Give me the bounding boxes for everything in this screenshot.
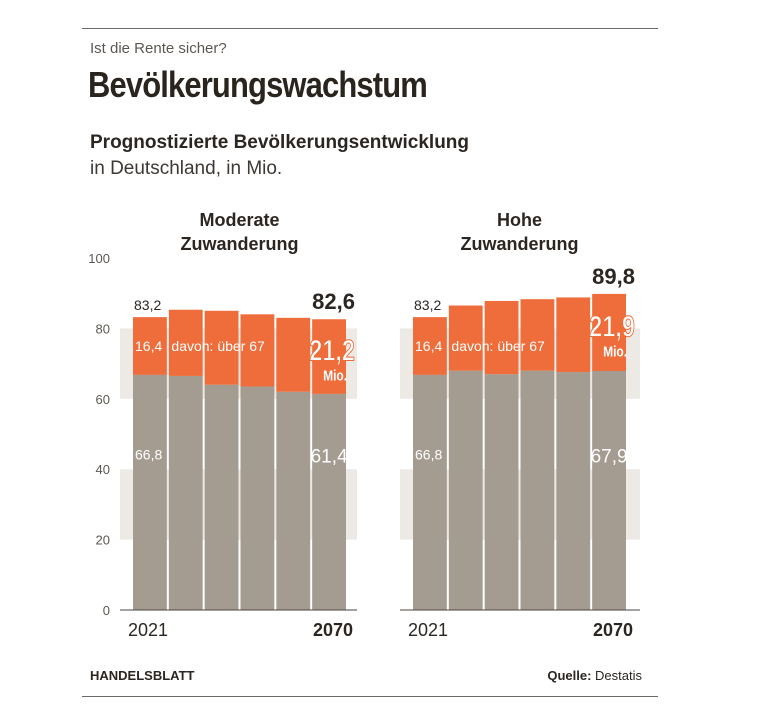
- y-tick-label: 0: [103, 603, 110, 618]
- bar-over-67: [312, 319, 346, 394]
- bar-over-67: [556, 297, 591, 373]
- y-tick-label: 40: [96, 462, 110, 477]
- brand-label: HANDELSBLATT: [90, 668, 195, 683]
- panel-title: Hohe: [497, 210, 542, 230]
- panel-title: Moderate: [199, 210, 279, 230]
- bar-over-67: [240, 314, 275, 387]
- bar-under-67: [312, 393, 346, 610]
- bar-under-67: [204, 384, 239, 610]
- over67-annotation: davon: über 67: [451, 338, 545, 354]
- y-tick-label: 80: [96, 321, 110, 336]
- bottom-rule: [82, 696, 658, 697]
- bar-under-67: [520, 370, 555, 610]
- bar-under-67: [168, 375, 203, 610]
- x-tick-label: 2021: [408, 620, 448, 640]
- over67-label-start: 16,4: [415, 338, 442, 354]
- base-label-start: 66,8: [135, 446, 162, 462]
- bar-over-67: [448, 305, 483, 371]
- total-label-end: 89,8: [592, 264, 635, 289]
- x-tick-label: 2070: [593, 620, 633, 640]
- bar-under-67: [556, 372, 591, 610]
- base-label-start: 66,8: [415, 446, 442, 462]
- chart-subtitle-unit: in Deutschland, in Mio.: [90, 158, 283, 179]
- base-label-end: 67,9: [591, 446, 628, 467]
- bar-under-67: [484, 374, 519, 610]
- x-tick-label: 2021: [128, 620, 168, 640]
- kicker: Ist die Rente sicher?: [90, 40, 227, 57]
- total-label-end: 82,6: [312, 289, 355, 314]
- bar-over-67: [133, 317, 167, 375]
- bar-over-67: [520, 299, 555, 371]
- y-tick-label: 20: [96, 533, 110, 548]
- top-rule: [82, 28, 658, 29]
- y-tick-label: 60: [96, 392, 110, 407]
- bar-over-67: [276, 317, 311, 392]
- over67-label-start: 16,4: [135, 338, 162, 354]
- bar-under-67: [240, 386, 275, 610]
- over67-annotation: davon: über 67: [171, 338, 265, 354]
- source-label: Quelle:: [547, 668, 592, 683]
- bar-over-67: [592, 293, 626, 371]
- over67-label-end: 21,2: [309, 334, 355, 367]
- total-label-start: 83,2: [134, 297, 161, 313]
- bar-over-67: [204, 310, 239, 385]
- panel-title: Zuwanderung: [461, 234, 579, 254]
- bar-over-67: [484, 300, 519, 375]
- chart-title: Bevölkerungswachstum: [88, 64, 428, 105]
- y-tick-label: 100: [88, 251, 110, 266]
- source-note: Quelle: Destatis: [547, 668, 642, 683]
- x-tick-label: 2070: [313, 620, 353, 640]
- bar-under-67: [413, 374, 447, 610]
- bar-over-67: [413, 317, 447, 375]
- source-value: Destatis: [595, 668, 642, 683]
- bar-under-67: [133, 374, 167, 610]
- total-label-start: 83,2: [414, 297, 441, 313]
- bar-under-67: [448, 370, 483, 610]
- bar-under-67: [592, 370, 626, 610]
- over67-label-end: 21,9: [589, 310, 635, 343]
- over67-unit-end: Mio.: [323, 367, 347, 384]
- over67-unit-end: Mio.: [603, 343, 627, 360]
- base-label-end: 61,4: [311, 446, 348, 467]
- bar-over-67: [168, 309, 203, 376]
- chart-subtitle: Prognostizierte Bevölkerungsentwicklung: [90, 132, 470, 153]
- bar-under-67: [276, 391, 311, 610]
- panel-title: Zuwanderung: [181, 234, 299, 254]
